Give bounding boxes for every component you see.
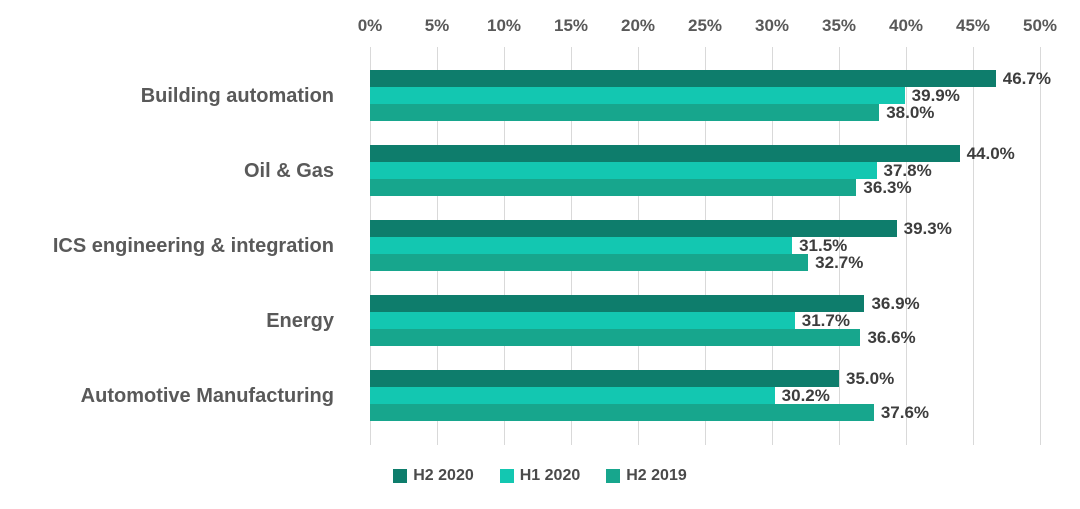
value-label: 37.8%: [883, 160, 932, 180]
category-label: ICS engineering & integration: [52, 234, 334, 257]
x-axis-tick-label: 45%: [955, 16, 991, 35]
category-label: Energy: [266, 309, 334, 332]
value-label: 38.0%: [886, 102, 935, 122]
legend: H2 2020 H1 2020 H2 2019: [0, 464, 1080, 488]
legend-item: H1 2020: [499, 467, 581, 485]
value-label: 30.2%: [781, 385, 830, 405]
legend-label: H2 2020: [413, 467, 474, 484]
x-axis-tick-label: 30%: [754, 16, 790, 35]
bar-h1-2020: [370, 162, 877, 179]
gridline: [1040, 47, 1041, 445]
bar-h1-2020: [370, 87, 905, 104]
value-label: 36.3%: [863, 177, 912, 197]
x-axis-tick-label: 15%: [553, 16, 589, 35]
value-label: 31.5%: [799, 235, 848, 255]
legend-swatch-icon: [393, 469, 408, 483]
value-label: 36.9%: [871, 293, 920, 313]
category-label: Building automation: [140, 84, 334, 107]
bar-h2-2020: [370, 145, 960, 162]
x-axis-tick-label: 50%: [1022, 16, 1058, 35]
value-label: 46.7%: [1002, 68, 1051, 88]
gridline: [906, 47, 907, 445]
category-label: Automotive Manufacturing: [80, 384, 334, 407]
bar-h2-2019: [370, 104, 880, 121]
x-axis-tick-label: 5%: [424, 16, 450, 35]
value-label: 36.6%: [867, 327, 916, 347]
value-label: 32.7%: [815, 252, 864, 272]
bar-h2-2020: [370, 370, 839, 387]
gridline: [973, 47, 974, 445]
legend-item: H2 2020: [393, 467, 474, 485]
bar-h2-2020: [370, 70, 996, 87]
x-axis-tick-label: 0%: [357, 16, 383, 35]
bar-h2-2019: [370, 179, 857, 196]
bar-h2-2020: [370, 295, 865, 312]
bar-h2-2020: [370, 220, 897, 237]
x-axis-tick-label: 10%: [486, 16, 522, 35]
legend-swatch-icon: [606, 469, 621, 483]
value-label: 44.0%: [966, 143, 1015, 163]
bar-h1-2020: [370, 312, 795, 329]
value-label: 39.3%: [903, 218, 952, 238]
gridline: [839, 47, 840, 445]
x-axis-tick-label: 25%: [687, 16, 723, 35]
value-label: 31.7%: [801, 310, 850, 330]
bar-h2-2019: [370, 254, 809, 271]
legend-label: H1 2020: [519, 467, 581, 484]
bar-h2-2019: [370, 329, 861, 346]
value-label: 39.9%: [911, 85, 960, 105]
bar-h1-2020: [370, 237, 793, 254]
x-axis-tick-label: 40%: [888, 16, 924, 35]
legend-label: H2 2019: [626, 467, 687, 484]
x-axis-tick-label: 20%: [620, 16, 656, 35]
legend-item: H2 2019: [606, 467, 687, 485]
value-label: 35.0%: [846, 368, 895, 388]
bar-h2-2019: [370, 404, 874, 421]
legend-swatch-icon: [499, 469, 514, 483]
x-axis-tick-label: 35%: [821, 16, 857, 35]
value-label: 37.6%: [880, 402, 930, 422]
category-label: Oil & Gas: [243, 159, 334, 182]
bar-h1-2020: [370, 387, 775, 404]
